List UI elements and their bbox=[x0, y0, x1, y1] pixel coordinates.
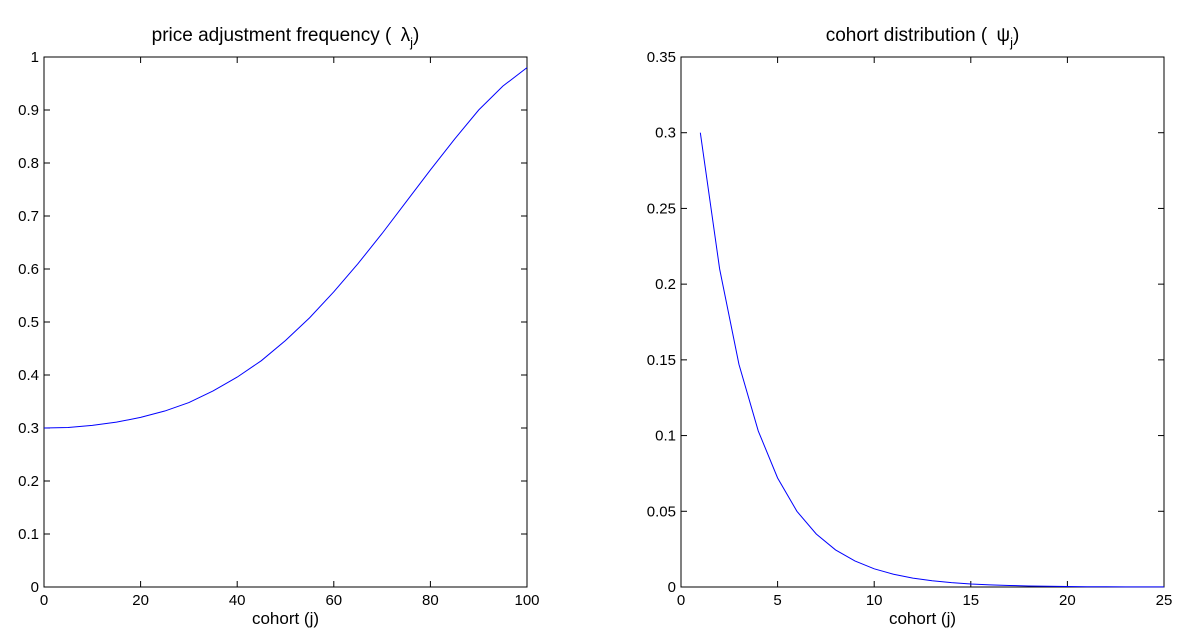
x-tick-label: 40 bbox=[229, 592, 246, 609]
y-tick-label: 0.2 bbox=[18, 473, 39, 490]
chart-title: price adjustment frequency ( λj) bbox=[152, 25, 420, 50]
y-tick-label: 0.1 bbox=[18, 526, 39, 543]
x-axis-label: cohort (j) bbox=[252, 609, 319, 628]
x-tick-label: 5 bbox=[773, 592, 781, 609]
x-tick-label: 60 bbox=[325, 592, 342, 609]
x-tick-label: 25 bbox=[1156, 592, 1173, 609]
chart-title-symbol: λ bbox=[401, 25, 411, 46]
y-tick-label: 0.6 bbox=[18, 261, 39, 278]
x-axis-label: cohort (j) bbox=[889, 609, 956, 628]
x-tick-label: 15 bbox=[962, 592, 979, 609]
chart-title-text: cohort distribution ( bbox=[826, 25, 993, 46]
y-tick-label: 0.9 bbox=[18, 102, 39, 119]
chart-title-subscript: j bbox=[409, 35, 413, 50]
y-tick-label: 0.1 bbox=[655, 428, 676, 445]
y-tick-label: 0 bbox=[31, 579, 39, 596]
y-tick-label: 0.15 bbox=[647, 352, 676, 369]
y-tick-label: 0 bbox=[668, 579, 676, 596]
y-tick-label: 0.4 bbox=[18, 367, 39, 384]
y-tick-label: 0.3 bbox=[655, 125, 676, 142]
x-tick-label: 100 bbox=[514, 592, 539, 609]
y-tick-label: 0.25 bbox=[647, 200, 676, 217]
axes-frame bbox=[43, 56, 528, 588]
y-tick-label: 0.35 bbox=[647, 49, 676, 66]
series-line bbox=[699, 132, 1165, 588]
y-tick-label: 0.7 bbox=[18, 208, 39, 225]
y-tick-label: 0.05 bbox=[647, 503, 676, 520]
chart-title-text: price adjustment frequency ( bbox=[152, 25, 397, 46]
axes-frame bbox=[680, 56, 1165, 588]
chart-title-close: ) bbox=[1013, 25, 1019, 46]
x-tick-label: 10 bbox=[866, 592, 883, 609]
chart-cohort-distribution: 0 5 10 15 20 25 0 0.05 0.1 0.15 0.2 0.25 0.3 0.35 coho… bbox=[647, 25, 1173, 628]
x-tick-label: 80 bbox=[422, 592, 439, 609]
chart-title-subscript: j bbox=[1009, 35, 1013, 50]
y-tick-label: 0.8 bbox=[18, 155, 39, 172]
series-line bbox=[43, 67, 528, 429]
y-tick-label: 0.2 bbox=[655, 276, 676, 293]
x-tick-label: 0 bbox=[677, 592, 685, 609]
chart-title: cohort distribution ( ψj) bbox=[826, 25, 1020, 50]
y-tick-label: 0.5 bbox=[18, 314, 39, 331]
chart-price-adjustment-frequency: 0 20 40 60 80 100 0 0.1 0.2 0.3 0.4 0.5 0.6 0.7 0.8 0.9… bbox=[18, 25, 539, 628]
chart-title-symbol: ψ bbox=[997, 25, 1011, 46]
y-tick-label: 1 bbox=[31, 49, 39, 66]
chart-title-close: ) bbox=[413, 25, 419, 46]
x-tick-label: 20 bbox=[132, 592, 149, 609]
x-tick-label: 20 bbox=[1059, 592, 1076, 609]
y-tick-label: 0.3 bbox=[18, 420, 39, 437]
x-tick-label: 0 bbox=[40, 592, 48, 609]
